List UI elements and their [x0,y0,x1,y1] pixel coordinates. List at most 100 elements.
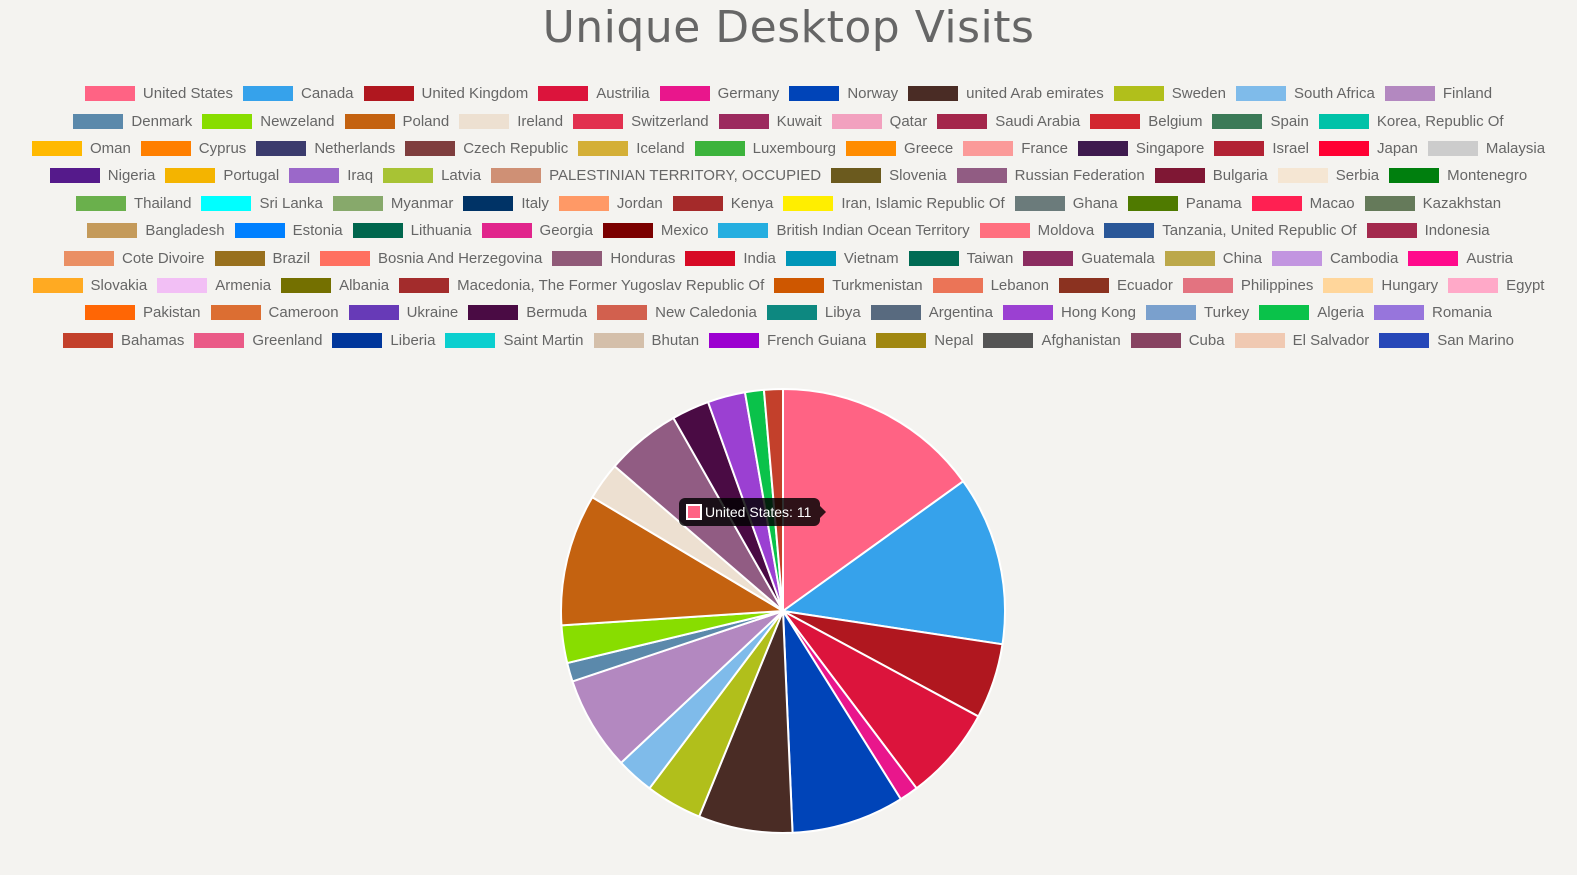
legend-item[interactable]: Ecuador [1058,272,1173,299]
legend-item[interactable]: United Kingdom [363,80,528,107]
legend-item[interactable]: Portugal [165,162,279,189]
legend-item[interactable]: Iran, Islamic Republic Of [783,190,1005,217]
legend-item[interactable]: Sri Lanka [201,190,323,217]
legend-item[interactable]: China [1164,244,1262,271]
legend-item[interactable]: Bahamas [62,327,184,354]
legend-item[interactable]: Slovakia [32,272,147,299]
legend-item[interactable]: Norway [789,80,898,107]
legend-item[interactable]: Ireland [459,107,563,134]
legend-item[interactable]: Afghanistan [983,327,1121,354]
legend-item[interactable]: Austrilia [538,80,650,107]
legend-item[interactable]: Austria [1408,244,1513,271]
legend-item[interactable]: Cote Divoire [63,244,205,271]
legend-item[interactable]: Bangladesh [87,217,225,244]
legend-item[interactable]: united Arab emirates [908,80,1104,107]
legend-item[interactable]: Korea, Republic Of [1318,107,1504,134]
legend-item[interactable]: Indonesia [1366,217,1490,244]
legend-item[interactable]: Iraq [289,162,373,189]
legend-item[interactable]: Panama [1127,190,1242,217]
legend-item[interactable]: Slovenia [831,162,947,189]
legend-item[interactable]: Philippines [1182,272,1313,299]
legend-item[interactable]: Sweden [1113,80,1226,107]
legend-item[interactable]: Netherlands [256,135,395,162]
legend-item[interactable]: Romania [1374,299,1492,326]
legend-item[interactable]: Tanzania, United Republic Of [1104,217,1357,244]
pie-slice[interactable] [782,387,965,613]
legend-item[interactable]: Liberia [332,327,435,354]
legend-item[interactable]: Hungary [1323,272,1438,299]
legend-item[interactable]: Poland [344,107,449,134]
legend-item[interactable]: Italy [463,190,549,217]
legend-item[interactable]: New Caledonia [597,299,757,326]
legend-item[interactable]: Denmark [73,107,192,134]
legend-item[interactable]: Armenia [157,272,271,299]
legend-item[interactable]: Ghana [1014,190,1118,217]
legend-item[interactable]: Greece [846,135,953,162]
legend-item[interactable]: Turkey [1146,299,1249,326]
legend-item[interactable]: Oman [31,135,131,162]
legend-item[interactable]: Taiwan [908,244,1013,271]
legend-item[interactable]: Serbia [1277,162,1379,189]
legend-item[interactable]: Brazil [214,244,310,271]
legend-item[interactable]: Switzerland [573,107,709,134]
legend-item[interactable]: Lithuania [352,217,472,244]
legend-item[interactable]: Cuba [1130,327,1225,354]
pie-slice[interactable] [781,607,903,834]
legend-item[interactable]: South Africa [1235,80,1375,107]
legend-item[interactable]: Egypt [1448,272,1544,299]
legend-item[interactable]: Russian Federation [956,162,1145,189]
legend-item[interactable]: Canada [242,80,354,107]
legend-item[interactable]: Malaysia [1427,135,1545,162]
legend-item[interactable]: Luxembourg [694,135,836,162]
legend-item[interactable]: United States [84,80,233,107]
legend-item[interactable]: Jordan [558,190,663,217]
legend-item[interactable]: San Marino [1379,327,1514,354]
legend-item[interactable]: Newzeland [202,107,335,134]
pie-slice[interactable] [780,479,1006,646]
legend-item[interactable]: Belgium [1090,107,1202,134]
legend-item[interactable]: Nepal [876,327,973,354]
legend-item[interactable]: Kazakhstan [1364,190,1501,217]
legend-item[interactable]: Myanmar [332,190,453,217]
legend-item[interactable]: Macedonia, The Former Yugoslav Republic … [399,272,764,299]
legend-item[interactable]: Iceland [578,135,685,162]
legend-item[interactable]: Hong Kong [1002,299,1136,326]
legend-item[interactable]: Montenegro [1389,162,1527,189]
legend-item[interactable]: Saudi Arabia [937,107,1080,134]
legend-item[interactable]: El Salvador [1234,327,1369,354]
legend-item[interactable]: Cameroon [210,299,339,326]
legend-item[interactable]: Vietnam [785,244,899,271]
legend-item[interactable]: France [963,135,1068,162]
legend-item[interactable]: Greenland [194,327,322,354]
legend-item[interactable]: Macao [1251,190,1355,217]
legend-item[interactable]: Germany [659,80,779,107]
legend-item[interactable]: Spain [1212,107,1309,134]
pie-slice[interactable] [560,495,787,627]
legend-item[interactable]: Algeria [1259,299,1364,326]
legend-item[interactable]: Qatar [831,107,927,134]
legend-item[interactable]: India [685,244,776,271]
legend-item[interactable]: Singapore [1077,135,1204,162]
legend-item[interactable]: Honduras [552,244,675,271]
legend-item[interactable]: Turkmenistan [774,272,923,299]
legend-item[interactable]: French Guiana [709,327,866,354]
legend-item[interactable]: Israel [1214,135,1309,162]
legend-item[interactable]: Kenya [672,190,773,217]
legend-item[interactable]: Bhutan [593,327,699,354]
legend-item[interactable]: Cambodia [1271,244,1398,271]
legend-item[interactable]: Georgia [481,217,593,244]
legend-item[interactable]: Saint Martin [445,327,584,354]
legend-item[interactable]: Cyprus [140,135,246,162]
legend-item[interactable]: Latvia [383,162,481,189]
legend-item[interactable]: Finland [1384,80,1492,107]
legend-item[interactable]: Ukraine [348,299,458,326]
legend-item[interactable]: Nigeria [49,162,155,189]
legend-item[interactable]: Lebanon [932,272,1049,299]
legend-item[interactable]: Albania [281,272,389,299]
legend-item[interactable]: Libya [766,299,861,326]
legend-item[interactable]: Japan [1319,135,1418,162]
legend-item[interactable]: Pakistan [84,299,201,326]
legend-item[interactable]: PALESTINIAN TERRITORY, OCCUPIED [491,162,821,189]
legend-item[interactable]: Moldova [979,217,1094,244]
